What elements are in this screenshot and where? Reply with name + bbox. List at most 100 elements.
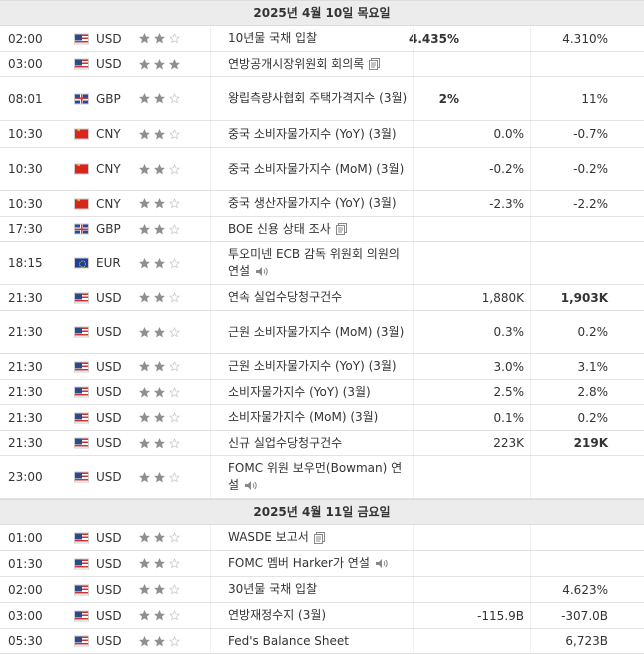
event-name-text[interactable]: 근원 소비자물가지수 (YoY) (3월) bbox=[228, 359, 397, 373]
event-name[interactable]: 10년물 국채 입찰 bbox=[228, 26, 413, 51]
event-name[interactable]: WASDE 보고서 bbox=[228, 525, 413, 550]
event-row[interactable]: 03:00 USD 연방공개시장위원회 회의록 bbox=[0, 52, 644, 77]
event-name-text[interactable]: FOMC 멤버 Harker가 연설 bbox=[228, 556, 370, 570]
event-name[interactable]: FOMC 멤버 Harker가 연설 bbox=[228, 551, 413, 576]
event-row[interactable]: 21:30 USD 소비자물가지수 (MoM) (3월) 0.1% 0.2% bbox=[0, 405, 644, 431]
event-name-text[interactable]: 중국 소비자물가지수 (YoY) (3월) bbox=[228, 126, 397, 141]
country-flag-icon bbox=[74, 584, 89, 595]
event-name[interactable]: 연방공개시장위원회 회의록 bbox=[228, 52, 413, 76]
column-divider bbox=[530, 77, 531, 120]
column-divider bbox=[210, 191, 211, 216]
event-name-text[interactable]: 소비자물가지수 (MoM) (3월) bbox=[228, 410, 379, 424]
event-row[interactable]: 08:01 GBP 왕립측량사협회 주택가격지수 (3월) 2% 11% bbox=[0, 77, 644, 121]
actual-value bbox=[414, 148, 459, 190]
event-name-text[interactable]: 10년물 국채 입찰 bbox=[228, 31, 318, 45]
event-name-text[interactable]: 투오미넨 ECB 감독 위원회 의원의 연설 bbox=[228, 247, 400, 278]
star-filled-icon bbox=[139, 635, 150, 646]
document-icon[interactable] bbox=[369, 58, 381, 70]
column-divider bbox=[530, 217, 531, 241]
currency-code: USD bbox=[96, 634, 122, 648]
column-divider bbox=[210, 551, 211, 576]
country-flag-icon bbox=[74, 532, 89, 543]
event-name[interactable]: 신규 실업수당청구건수 bbox=[228, 431, 413, 455]
star-filled-icon bbox=[139, 326, 150, 337]
event-row[interactable]: 21:30 USD 근원 소비자물가지수 (YoY) (3월) 3.0% 3.1% bbox=[0, 354, 644, 380]
event-name-text[interactable]: FOMC 위원 보우먼(Bowman) 연설 bbox=[228, 461, 403, 492]
star-empty-icon bbox=[169, 326, 180, 337]
actual-value bbox=[414, 354, 459, 379]
event-name-text[interactable]: 30년물 국채 입찰 bbox=[228, 582, 318, 596]
currency-code: GBP bbox=[96, 91, 121, 106]
column-divider bbox=[413, 52, 414, 76]
event-row[interactable]: 03:00 USD 연방재정수지 (3월) -115.9B -307.0B bbox=[0, 603, 644, 629]
star-empty-icon bbox=[169, 437, 180, 448]
column-divider bbox=[210, 26, 211, 51]
event-name-text[interactable]: 신규 실업수당청구건수 bbox=[228, 435, 343, 450]
event-name-text[interactable]: Fed's Balance Sheet bbox=[228, 633, 349, 648]
column-divider bbox=[530, 311, 531, 353]
document-icon[interactable] bbox=[313, 531, 325, 544]
event-row[interactable]: 21:30 USD 신규 실업수당청구건수 223K 219K bbox=[0, 431, 644, 456]
event-row[interactable]: 01:00 USD WASDE 보고서 bbox=[0, 525, 644, 551]
event-name[interactable]: 연속 실업수당청구건수 bbox=[228, 285, 413, 310]
event-name[interactable]: 근원 소비자물가지수 (YoY) (3월) bbox=[228, 354, 413, 379]
currency-code: CNY bbox=[96, 162, 121, 176]
event-row[interactable]: 05:30 USD Fed's Balance Sheet 6,723B bbox=[0, 629, 644, 654]
document-icon[interactable] bbox=[335, 223, 347, 235]
event-name[interactable]: Fed's Balance Sheet bbox=[228, 629, 413, 653]
event-name-text[interactable]: 왕립측량사협회 주택가격지수 (3월) bbox=[228, 91, 408, 105]
event-name[interactable]: BOE 신용 상태 조사 bbox=[228, 217, 413, 241]
event-name-text[interactable]: 연속 실업수당청구건수 bbox=[228, 290, 343, 304]
event-row[interactable]: 23:00 USD FOMC 위원 보우먼(Bowman) 연설 bbox=[0, 456, 644, 499]
event-row[interactable]: 10:30 CNY 중국 소비자물가지수 (MoM) (3월) -0.2% -0.2% bbox=[0, 148, 644, 191]
event-row[interactable]: 02:00 USD 30년물 국채 입찰 4.623% bbox=[0, 577, 644, 603]
event-name-text[interactable]: 소비자물가지수 (YoY) (3월) bbox=[228, 384, 371, 399]
actual-value bbox=[414, 311, 459, 353]
event-row[interactable]: 21:30 USD 소비자물가지수 (YoY) (3월) 2.5% 2.8% bbox=[0, 380, 644, 405]
event-name[interactable]: 연방재정수지 (3월) bbox=[228, 603, 413, 628]
speaker-icon[interactable] bbox=[375, 558, 388, 569]
star-filled-icon bbox=[154, 610, 165, 621]
event-name-text[interactable]: 중국 생산자물가지수 (YoY) (3월) bbox=[228, 196, 397, 210]
event-name[interactable]: 30년물 국채 입찰 bbox=[228, 577, 413, 602]
event-name[interactable]: 투오미넨 ECB 감독 위원회 의원의 연설 bbox=[228, 242, 413, 284]
actual-value bbox=[414, 431, 459, 455]
event-name-text[interactable]: 근원 소비자물가지수 (MoM) (3월) bbox=[228, 324, 405, 339]
event-name[interactable]: 소비자물가지수 (YoY) (3월) bbox=[228, 380, 413, 404]
event-name[interactable]: 중국 소비자물가지수 (MoM) (3월) bbox=[228, 148, 413, 190]
event-row[interactable]: 17:30 GBP BOE 신용 상태 조사 bbox=[0, 217, 644, 242]
forecast-value: -0.2% bbox=[489, 162, 524, 176]
event-name-text[interactable]: BOE 신용 상태 조사 bbox=[228, 221, 331, 236]
speaker-icon[interactable] bbox=[255, 266, 268, 277]
event-row[interactable]: 10:30 CNY 중국 생산자물가지수 (YoY) (3월) -2.3% -2.2% bbox=[0, 191, 644, 217]
importance-stars bbox=[139, 52, 189, 76]
speaker-icon[interactable] bbox=[244, 480, 257, 491]
country-flag-icon bbox=[74, 93, 89, 104]
star-filled-icon bbox=[139, 532, 150, 543]
event-name-text[interactable]: WASDE 보고서 bbox=[228, 530, 309, 544]
column-divider bbox=[530, 148, 531, 190]
event-name[interactable]: 근원 소비자물가지수 (MoM) (3월) bbox=[228, 311, 413, 353]
currency-code: USD bbox=[96, 290, 122, 305]
event-name[interactable]: 중국 소비자물가지수 (YoY) (3월) bbox=[228, 121, 413, 147]
event-name-text[interactable]: 연방재정수지 (3월) bbox=[228, 608, 327, 622]
event-row[interactable]: 21:30 USD 근원 소비자물가지수 (MoM) (3월) 0.3% 0.2% bbox=[0, 311, 644, 354]
event-row[interactable]: 01:30 USD FOMC 멤버 Harker가 연설 bbox=[0, 551, 644, 577]
event-name[interactable]: FOMC 위원 보우먼(Bowman) 연설 bbox=[228, 456, 413, 498]
importance-stars bbox=[139, 311, 189, 353]
event-name[interactable]: 중국 생산자물가지수 (YoY) (3월) bbox=[228, 191, 413, 216]
event-row[interactable]: 21:30 USD 연속 실업수당청구건수 1,880K 1,903K bbox=[0, 285, 644, 311]
column-divider bbox=[530, 380, 531, 404]
event-name-text[interactable]: 중국 소비자물가지수 (MoM) (3월) bbox=[228, 161, 405, 176]
currency-code: USD bbox=[96, 325, 122, 339]
event-row[interactable]: 18:15 EUR 투오미넨 ECB 감독 위원회 의원의 연설 bbox=[0, 242, 644, 285]
event-name-text[interactable]: 연방공개시장위원회 회의록 bbox=[228, 56, 365, 71]
event-row[interactable]: 10:30 CNY 중국 소비자물가지수 (YoY) (3월) 0.0% -0.7% bbox=[0, 121, 644, 148]
event-row[interactable]: 02:00 USD 10년물 국채 입찰 4.435% 4.310% bbox=[0, 26, 644, 52]
event-name[interactable]: 소비자물가지수 (MoM) (3월) bbox=[228, 405, 413, 430]
country-flag-icon bbox=[74, 635, 89, 647]
actual-value bbox=[414, 551, 459, 576]
star-empty-icon bbox=[169, 635, 180, 646]
forecast-value: 0.1% bbox=[493, 410, 525, 425]
event-name[interactable]: 왕립측량사협회 주택가격지수 (3월) bbox=[228, 77, 413, 120]
